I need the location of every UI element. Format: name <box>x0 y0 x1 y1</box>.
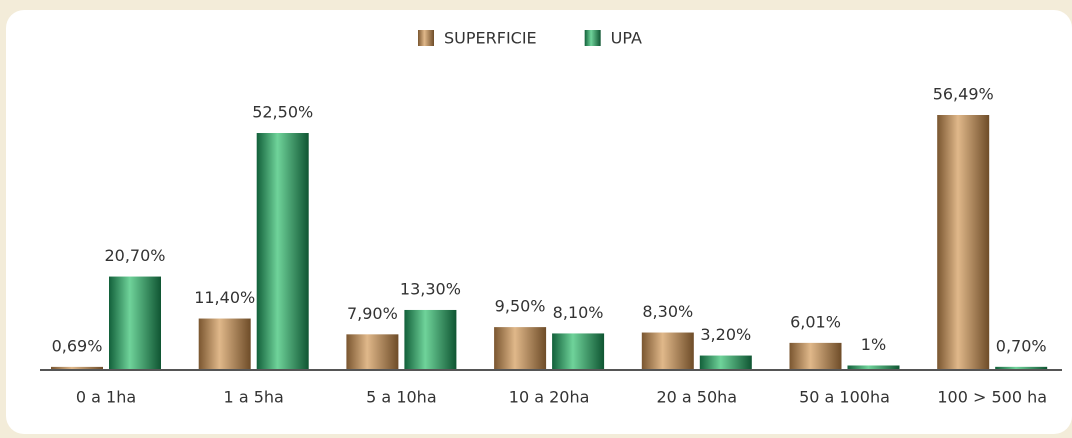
bar <box>699 355 752 370</box>
bar <box>256 133 309 370</box>
bar <box>789 342 842 370</box>
legend-swatch <box>584 30 601 46</box>
value-label: 52,50% <box>252 103 313 122</box>
x-tick-label: 100 > 500 ha <box>937 388 1047 407</box>
value-label: 3,20% <box>700 325 751 344</box>
value-label: 11,40% <box>194 288 255 307</box>
legend-label: UPA <box>611 29 642 48</box>
bar <box>641 332 694 370</box>
value-label: 0,69% <box>52 336 103 355</box>
value-label: 7,90% <box>347 304 398 323</box>
x-tick-label: 50 a 100ha <box>799 388 890 407</box>
bar <box>494 327 547 370</box>
bar <box>995 366 1048 370</box>
x-tick-label: 1 a 5ha <box>224 388 284 407</box>
bar <box>404 309 457 370</box>
bar <box>552 333 605 370</box>
x-tick-label: 20 a 50ha <box>656 388 737 407</box>
bar <box>937 115 990 370</box>
value-label: 0,70% <box>996 336 1047 355</box>
value-label: 1% <box>861 335 886 354</box>
value-label: 6,01% <box>790 312 841 331</box>
legend-swatch <box>418 30 434 46</box>
value-label: 8,30% <box>642 302 693 321</box>
bar <box>51 366 103 370</box>
value-label: 8,10% <box>553 303 604 322</box>
bar <box>198 318 251 370</box>
value-label: 20,70% <box>104 246 165 265</box>
value-label: 13,30% <box>400 279 461 298</box>
x-tick-label: 10 a 20ha <box>509 388 590 407</box>
x-tick-label: 0 a 1ha <box>76 388 136 407</box>
x-tick-label: 5 a 10ha <box>366 388 436 407</box>
bar <box>109 276 161 370</box>
bar <box>346 334 399 370</box>
value-label: 9,50% <box>495 297 546 316</box>
bar <box>847 365 900 370</box>
value-label: 56,49% <box>933 85 994 104</box>
legend-label: SUPERFICIE <box>444 29 537 48</box>
